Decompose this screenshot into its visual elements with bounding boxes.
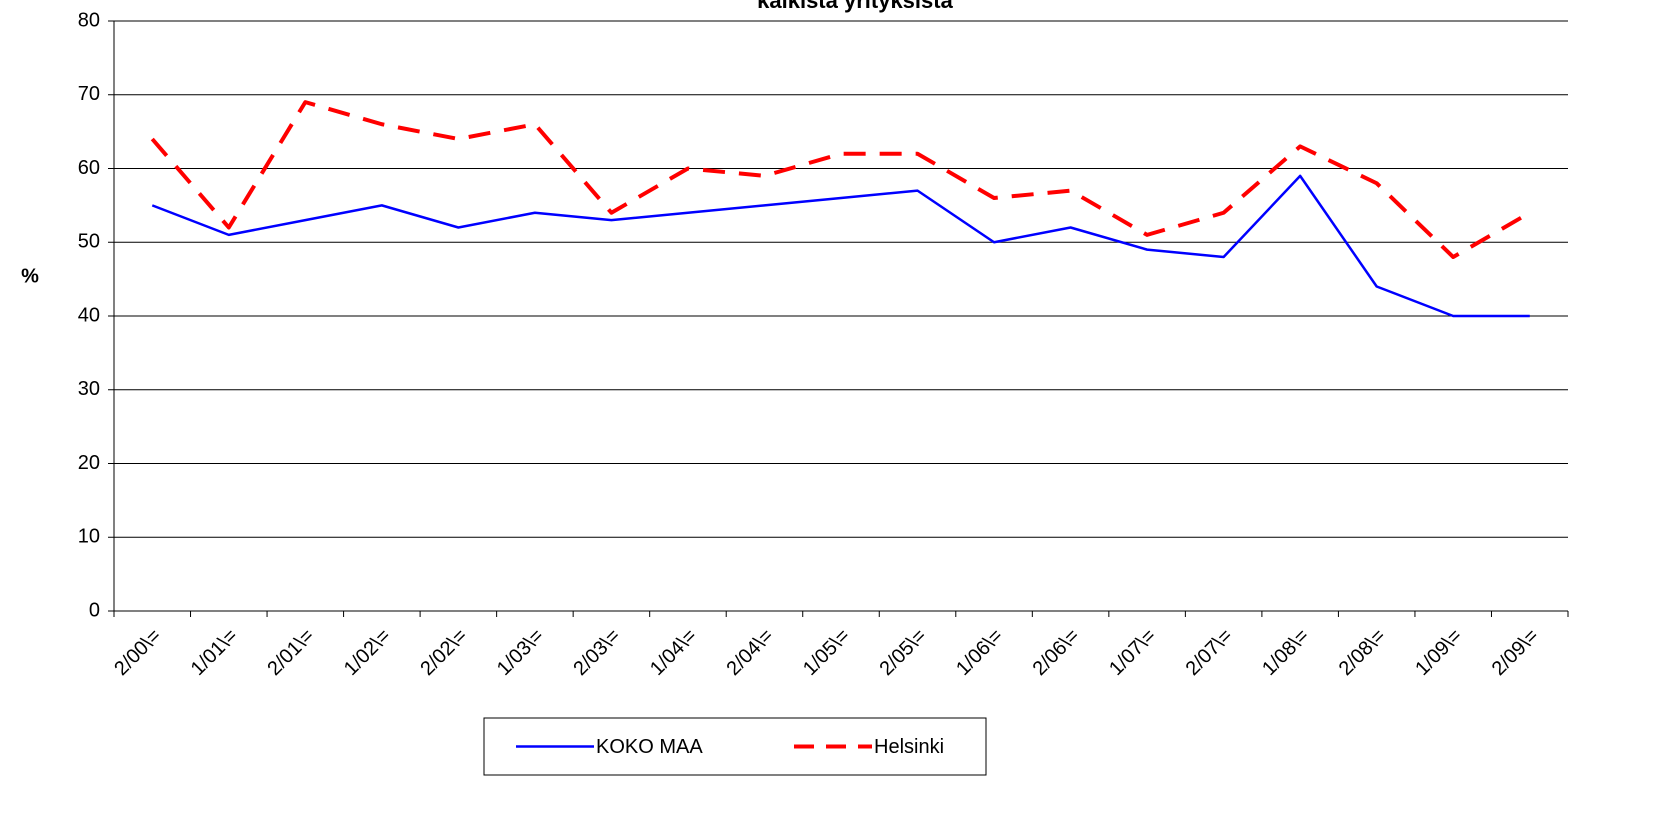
- x-tick-label: 1/08\=: [1258, 625, 1313, 680]
- x-tick-label: 1/07\=: [1105, 625, 1160, 680]
- x-tick-label: 1/06\=: [952, 625, 1007, 680]
- y-tick-label: 50: [78, 231, 100, 253]
- x-tick-label: 2/06\=: [1029, 625, 1084, 680]
- y-tick-label: 80: [78, 9, 100, 31]
- x-tick-label: 1/05\=: [799, 625, 854, 680]
- y-tick-label: 60: [78, 157, 100, 179]
- x-tick-label: 1/03\=: [493, 625, 548, 680]
- chart-title: kaikista yrityksistä: [757, 0, 953, 13]
- x-tick-label: 2/09\=: [1488, 625, 1543, 680]
- x-tick-label: 1/01\=: [187, 625, 242, 680]
- x-tick-label: 1/02\=: [340, 625, 395, 680]
- series-line: [151, 174, 1530, 318]
- y-tick-label: 20: [78, 452, 100, 474]
- series-line: [150, 100, 1531, 259]
- x-tick-label: 2/04\=: [722, 625, 777, 680]
- y-tick-label: 0: [89, 599, 100, 621]
- y-tick-label: 70: [78, 83, 100, 105]
- legend-label: Helsinki: [874, 736, 944, 758]
- x-tick-label: 2/01\=: [263, 625, 318, 680]
- y-tick-label: 10: [78, 526, 100, 548]
- x-tick-label: 1/09\=: [1411, 625, 1466, 680]
- y-axis-label: %: [21, 265, 39, 287]
- x-tick-label: 1/04\=: [646, 625, 701, 680]
- x-tick-label: 2/02\=: [416, 625, 471, 680]
- legend-label: KOKO MAA: [596, 736, 703, 758]
- x-tick-label: 2/03\=: [569, 625, 624, 680]
- y-tick-label: 30: [78, 378, 100, 400]
- x-tick-label: 2/00\=: [110, 625, 165, 680]
- x-tick-label: 2/08\=: [1335, 625, 1390, 680]
- x-tick-label: 2/05\=: [876, 625, 931, 680]
- x-tick-label: 2/07\=: [1182, 625, 1237, 680]
- y-tick-label: 40: [78, 304, 100, 326]
